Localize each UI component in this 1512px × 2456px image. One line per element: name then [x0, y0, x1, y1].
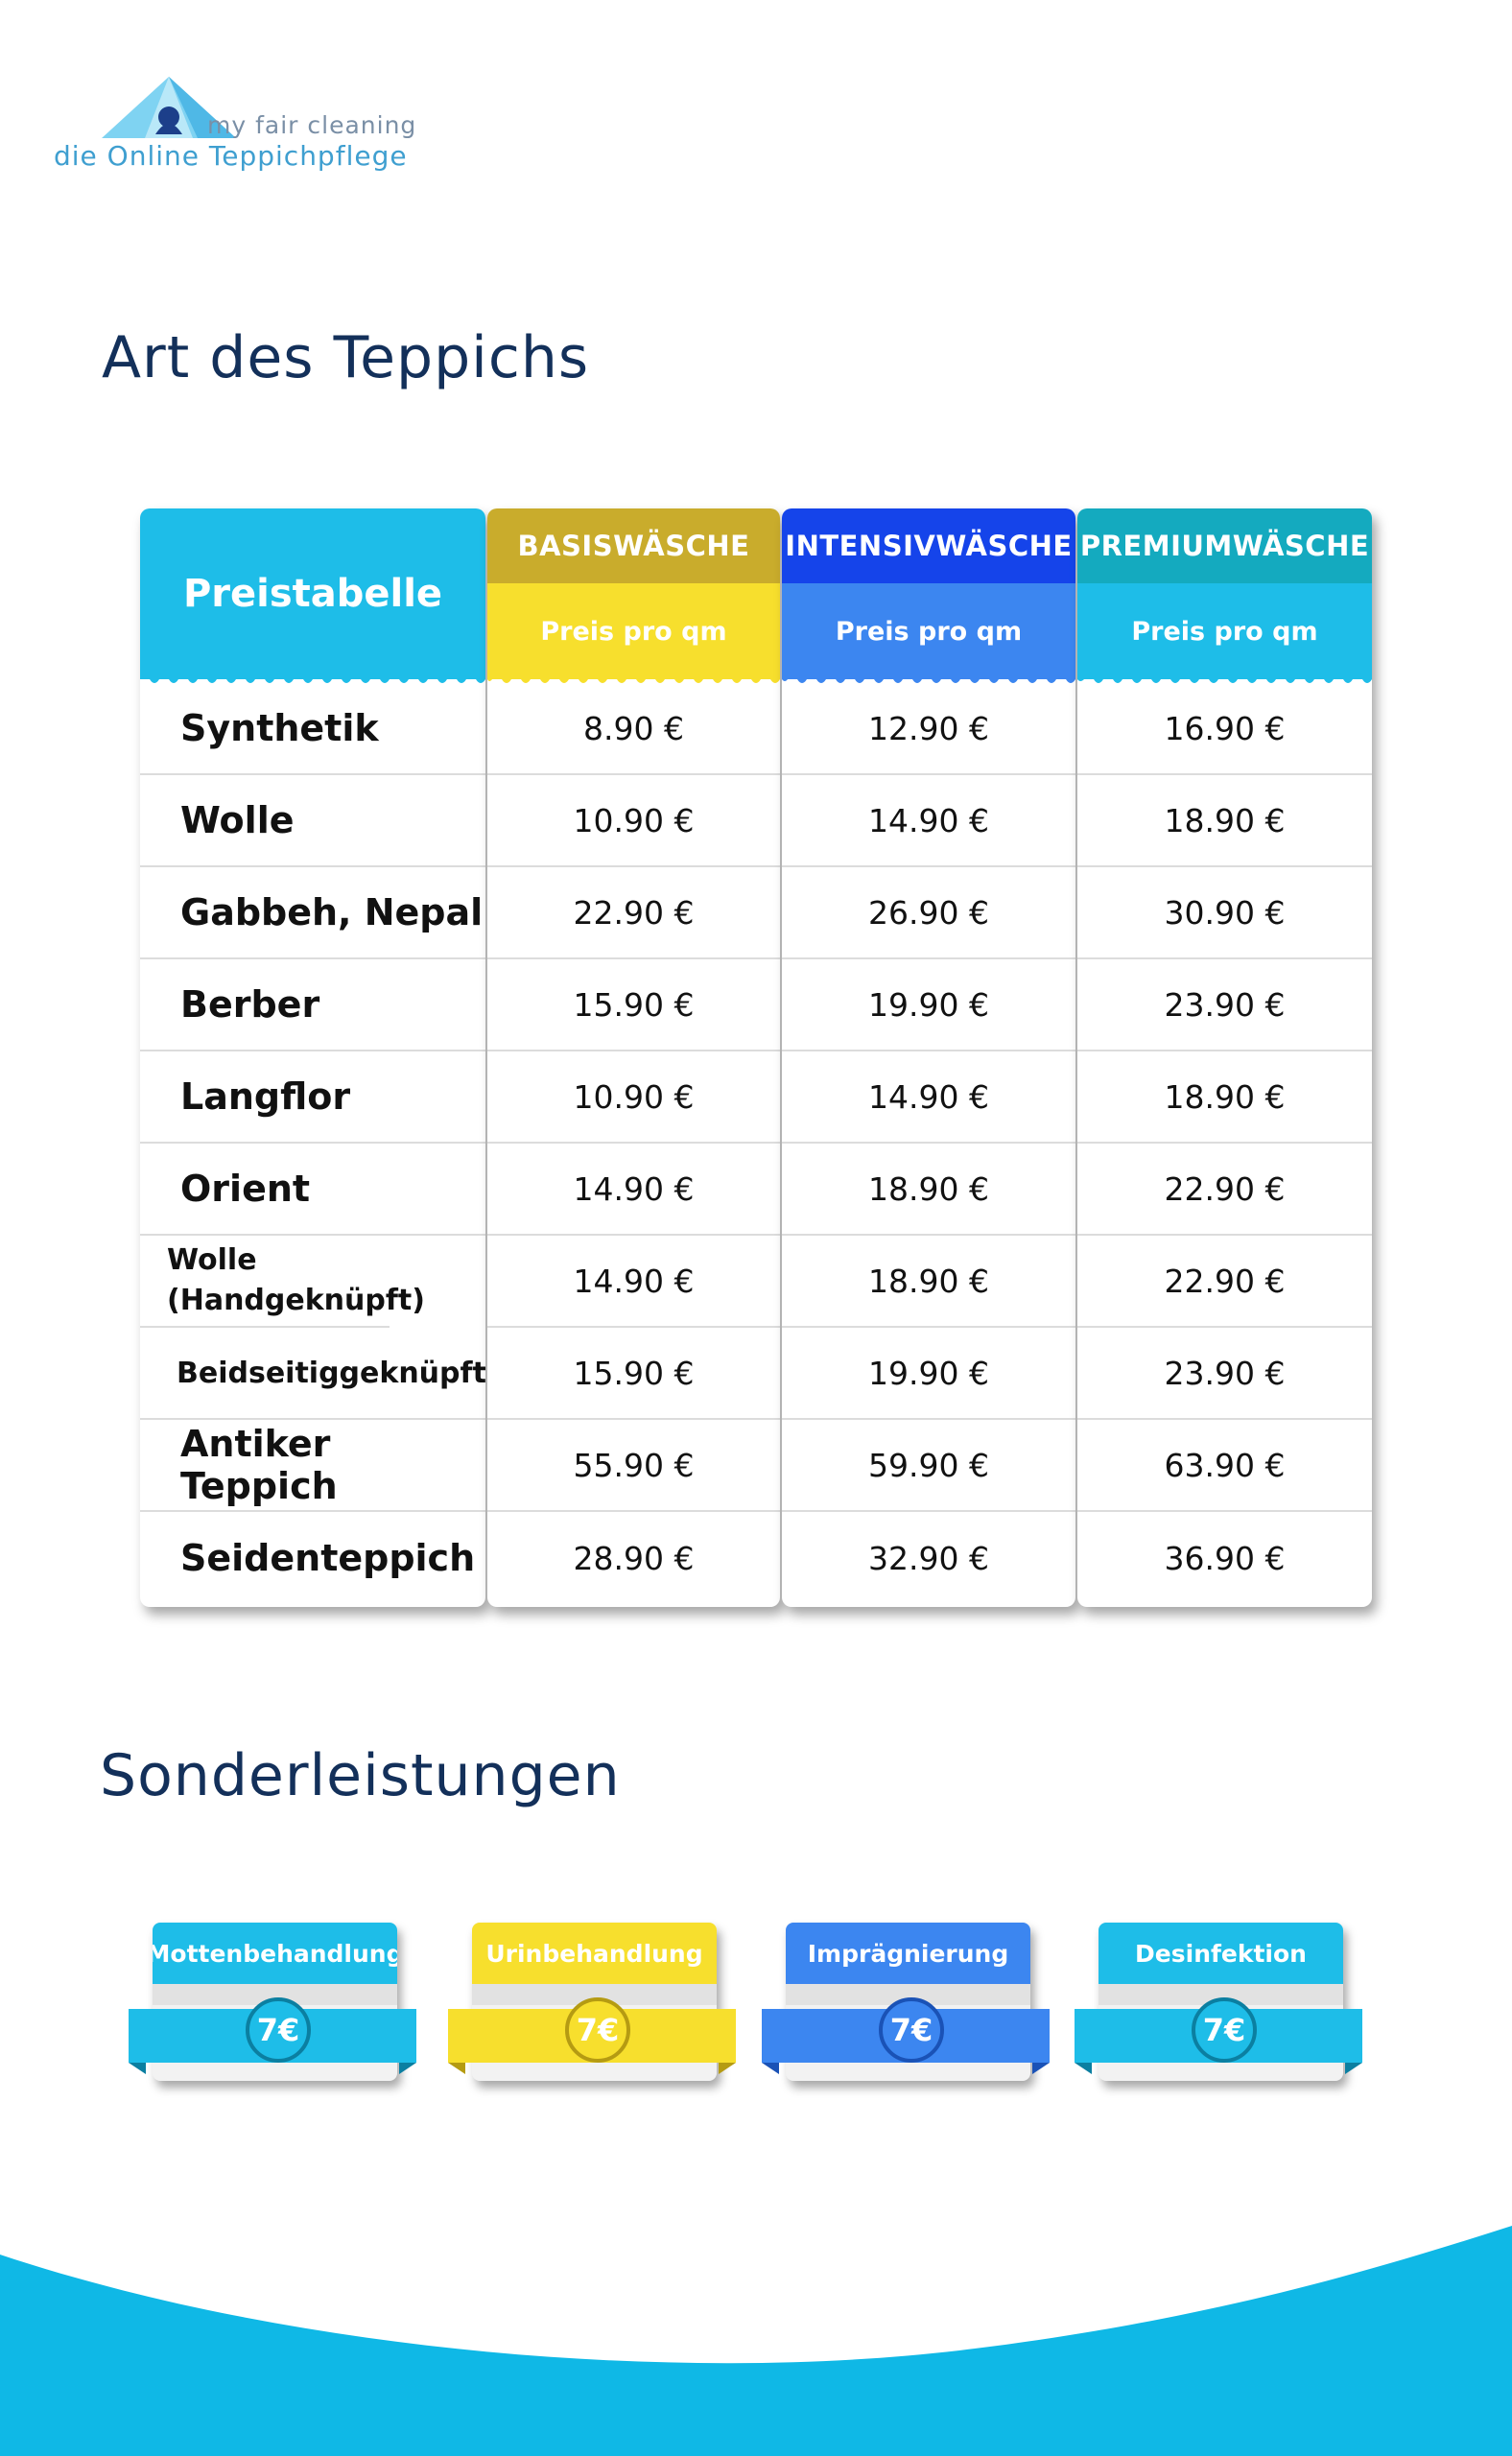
row-label: Beidseitiggeknüpft [140, 1328, 485, 1420]
price-cell: 26.90 € [782, 867, 1075, 959]
logo-pyramid-icon [102, 77, 236, 138]
price-cell: 15.90 € [487, 1328, 780, 1420]
carpet-type-column: Preistabelle Synthetik Wolle Gabbeh, Nep… [140, 508, 485, 1607]
price-cell: 14.90 € [782, 775, 1075, 867]
service-price: 7€ [565, 1997, 630, 2063]
service-price: 7€ [246, 1997, 311, 2063]
price-cell: 63.90 € [1077, 1420, 1372, 1512]
row-label: Synthetik [140, 683, 485, 775]
price-cell: 15.90 € [487, 959, 780, 1051]
price-cell: 12.90 € [782, 683, 1075, 775]
table-label: Preistabelle [140, 508, 485, 679]
price-cell: 22.90 € [487, 867, 780, 959]
row-label: Orient [140, 1144, 485, 1236]
row-label: Wolle [140, 775, 485, 867]
row-label: Berber [140, 959, 485, 1051]
price-cell: 32.90 € [868, 1539, 989, 1577]
price-cell: 10.90 € [487, 1051, 780, 1144]
row-label: Wolle (Handgeknüpft) [140, 1236, 425, 1328]
column-header-premium: PREMIUMWÄSCHE [1077, 508, 1372, 583]
price-cell: 22.90 € [1077, 1144, 1372, 1236]
premium-column: PREMIUMWÄSCHE Preis pro qm 16.90 € 18.90… [1077, 508, 1372, 1607]
service-card-desinfektion: Desinfektion 7€ [1075, 1923, 1372, 2086]
service-card-motten: Mottenbehandlung 7€ [129, 1923, 426, 2086]
price-cell: 14.90 € [487, 1144, 780, 1236]
service-name: Imprägnierung [786, 1923, 1030, 1984]
price-cell: 23.90 € [1077, 959, 1372, 1051]
price-cell: 55.90 € [487, 1420, 780, 1512]
column-subheader-intensiv: Preis pro qm [782, 583, 1075, 679]
price-cell: 23.90 € [1077, 1328, 1372, 1420]
row-label: Langflor [140, 1051, 485, 1144]
price-cell: 36.90 € [1164, 1539, 1286, 1577]
price-cell: 18.90 € [782, 1144, 1075, 1236]
service-price: 7€ [1192, 1997, 1257, 2063]
price-cell: 14.90 € [782, 1051, 1075, 1144]
price-cell: 18.90 € [1077, 775, 1372, 867]
service-card-urin: Urinbehandlung 7€ [448, 1923, 745, 2086]
price-cell: 22.90 € [1077, 1236, 1372, 1328]
service-price: 7€ [879, 1997, 944, 2063]
price-table: Preistabelle Synthetik Wolle Gabbeh, Nep… [140, 508, 1372, 1607]
header-scallop [1077, 672, 1372, 683]
header-scallop [487, 672, 780, 683]
price-cell: 14.90 € [487, 1236, 780, 1328]
header-scallop [782, 672, 1075, 683]
row-label: Antiker Teppich [140, 1420, 485, 1512]
header-scallop [140, 672, 485, 683]
row-label: Seidenteppich [180, 1537, 476, 1579]
price-cell: 8.90 € [487, 683, 780, 775]
service-card-impraegnierung: Imprägnierung 7€ [762, 1923, 1059, 2086]
price-cell: 19.90 € [782, 959, 1075, 1051]
column-subheader-basis: Preis pro qm [487, 583, 780, 679]
price-cell: 19.90 € [782, 1328, 1075, 1420]
page-title: Art des Teppichs [102, 324, 590, 391]
service-name: Mottenbehandlung [153, 1923, 397, 1984]
column-header-basis: BASISWÄSCHE [487, 508, 780, 583]
price-cell: 18.90 € [782, 1236, 1075, 1328]
price-cell: 10.90 € [487, 775, 780, 867]
bottom-wave-decoration [0, 2226, 1512, 2456]
service-name: Desinfektion [1099, 1923, 1343, 1984]
column-subheader-premium: Preis pro qm [1077, 583, 1372, 679]
price-cell: 16.90 € [1077, 683, 1372, 775]
basis-column: BASISWÄSCHE Preis pro qm 8.90 € 10.90 € … [487, 508, 780, 1607]
price-cell: 59.90 € [782, 1420, 1075, 1512]
price-cell: 30.90 € [1077, 867, 1372, 959]
price-cell: 28.90 € [573, 1539, 695, 1577]
service-name: Urinbehandlung [472, 1923, 717, 1984]
special-services-title: Sonderleistungen [100, 1742, 621, 1809]
column-header-intensiv: INTENSIVWÄSCHE [782, 508, 1075, 583]
logo-brand-name: my fair cleaning [207, 111, 417, 139]
row-label: Gabbeh, Nepal [140, 867, 485, 959]
intensiv-column: INTENSIVWÄSCHE Preis pro qm 12.90 € 14.9… [782, 508, 1075, 1607]
logo: my fair cleaning die Online Teppichpfleg… [54, 75, 437, 180]
price-cell: 18.90 € [1077, 1051, 1372, 1144]
logo-tagline: die Online Teppichpflege [54, 140, 408, 172]
